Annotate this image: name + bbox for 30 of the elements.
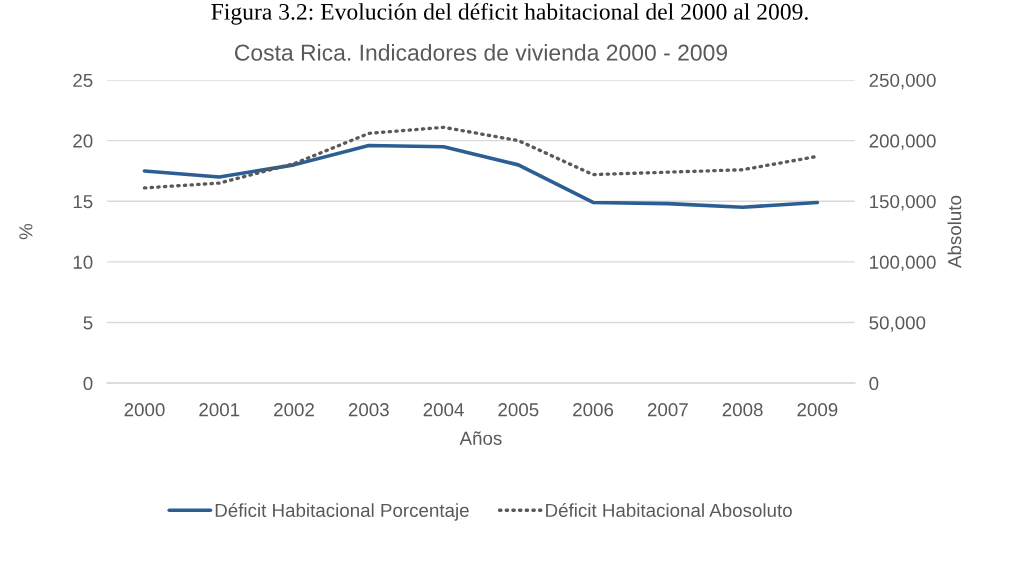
- y-tick-label: 0: [83, 376, 93, 391]
- legend-label: Déficit Habitacional Abosoluto: [546, 503, 792, 518]
- y-axis-title: %: [19, 223, 33, 240]
- chart-title: Costa Rica. Indicadores de vivienda 2000 - 2009: [234, 43, 727, 61]
- y2-tick-label: 200,000: [869, 134, 936, 150]
- y2-tick-label: 250,000: [869, 73, 936, 90]
- line-series: [142, 143, 820, 210]
- text: Figura 3.2: Evolución del déficit habitacional del 2000 al 2009.: [211, 2, 808, 25]
- y-tick-label: 15: [73, 195, 93, 209]
- x-tick-label: 2002: [274, 403, 314, 417]
- y2-tick-label: 100,000: [870, 255, 936, 272]
- y-tick-label: 20: [73, 134, 93, 148]
- x-axis-title: Años: [459, 431, 502, 445]
- y2-tick-label: 50,000: [869, 316, 926, 332]
- x-tick-label: 2006: [573, 403, 614, 417]
- y-tick-label: 5: [83, 316, 93, 330]
- y2-tick-label: 150,000: [870, 194, 936, 211]
- y2-axis-title: Absoluto: [947, 195, 962, 268]
- y-tick-label: 25: [73, 73, 93, 87]
- x-tick-label: 2000: [124, 403, 165, 417]
- legend-label: Déficit Habitacional Porcentaje: [215, 503, 469, 521]
- x-tick-label: 2005: [498, 403, 539, 417]
- y2-tick-label: 0: [869, 376, 879, 391]
- x-tick-label: 2008: [722, 403, 763, 417]
- y-tick-label: 10: [73, 255, 93, 269]
- x-tick-label: 2007: [647, 403, 688, 417]
- x-tick-label: 2004: [423, 403, 464, 417]
- x-tick-label: 2009: [797, 403, 838, 417]
- x-tick-label: 2003: [348, 403, 389, 417]
- x-tick-label: 2001: [199, 403, 240, 417]
